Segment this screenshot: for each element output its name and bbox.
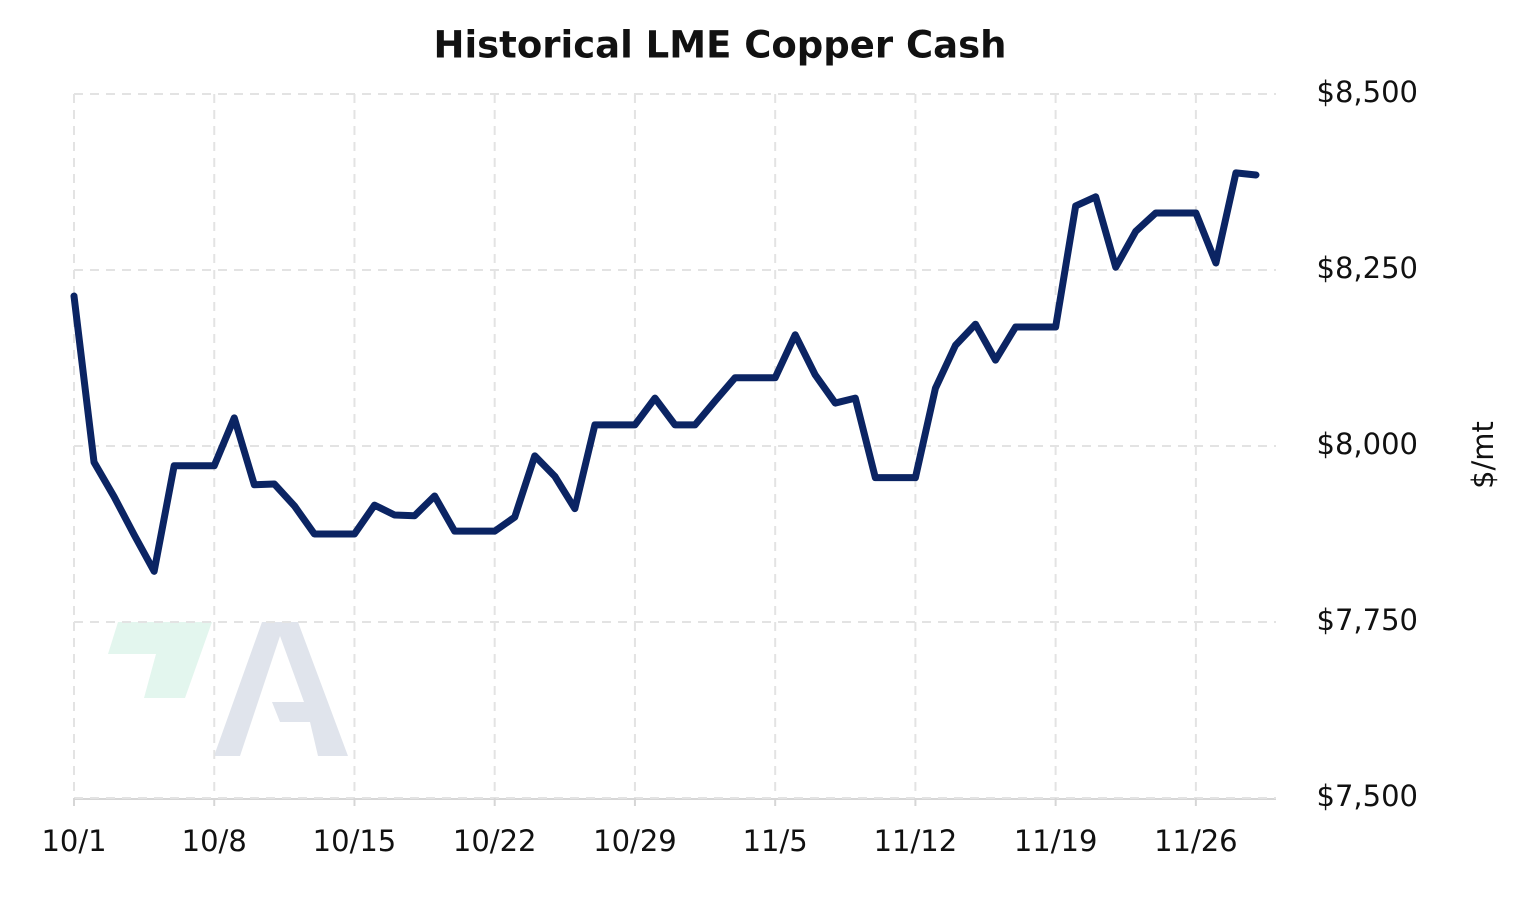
- x-tick-label: 10/15: [313, 824, 397, 858]
- y-tick-label: $7,750: [1317, 603, 1418, 637]
- chart-title: Historical LME Copper Cash: [434, 24, 1007, 67]
- x-tick-label: 10/29: [593, 824, 677, 858]
- x-tick-label: 11/26: [1154, 824, 1238, 858]
- x-tick-label: 11/5: [743, 824, 808, 858]
- price-line: [70, 169, 1260, 575]
- x-tick-label: 10/22: [453, 824, 537, 858]
- x-tick-label: 10/1: [41, 824, 106, 858]
- x-tick-label: 10/8: [182, 824, 247, 858]
- y-tick-label: $8,500: [1317, 75, 1418, 109]
- y-tick-label: $7,500: [1317, 779, 1418, 813]
- x-tick-label: 11/19: [1014, 824, 1098, 858]
- y-tick-label: $8,000: [1317, 427, 1418, 461]
- x-tick-label: 11/12: [874, 824, 958, 858]
- watermark: [108, 622, 348, 756]
- y-axis-label: $/mt: [1466, 421, 1500, 489]
- y-tick-label: $8,250: [1317, 251, 1418, 285]
